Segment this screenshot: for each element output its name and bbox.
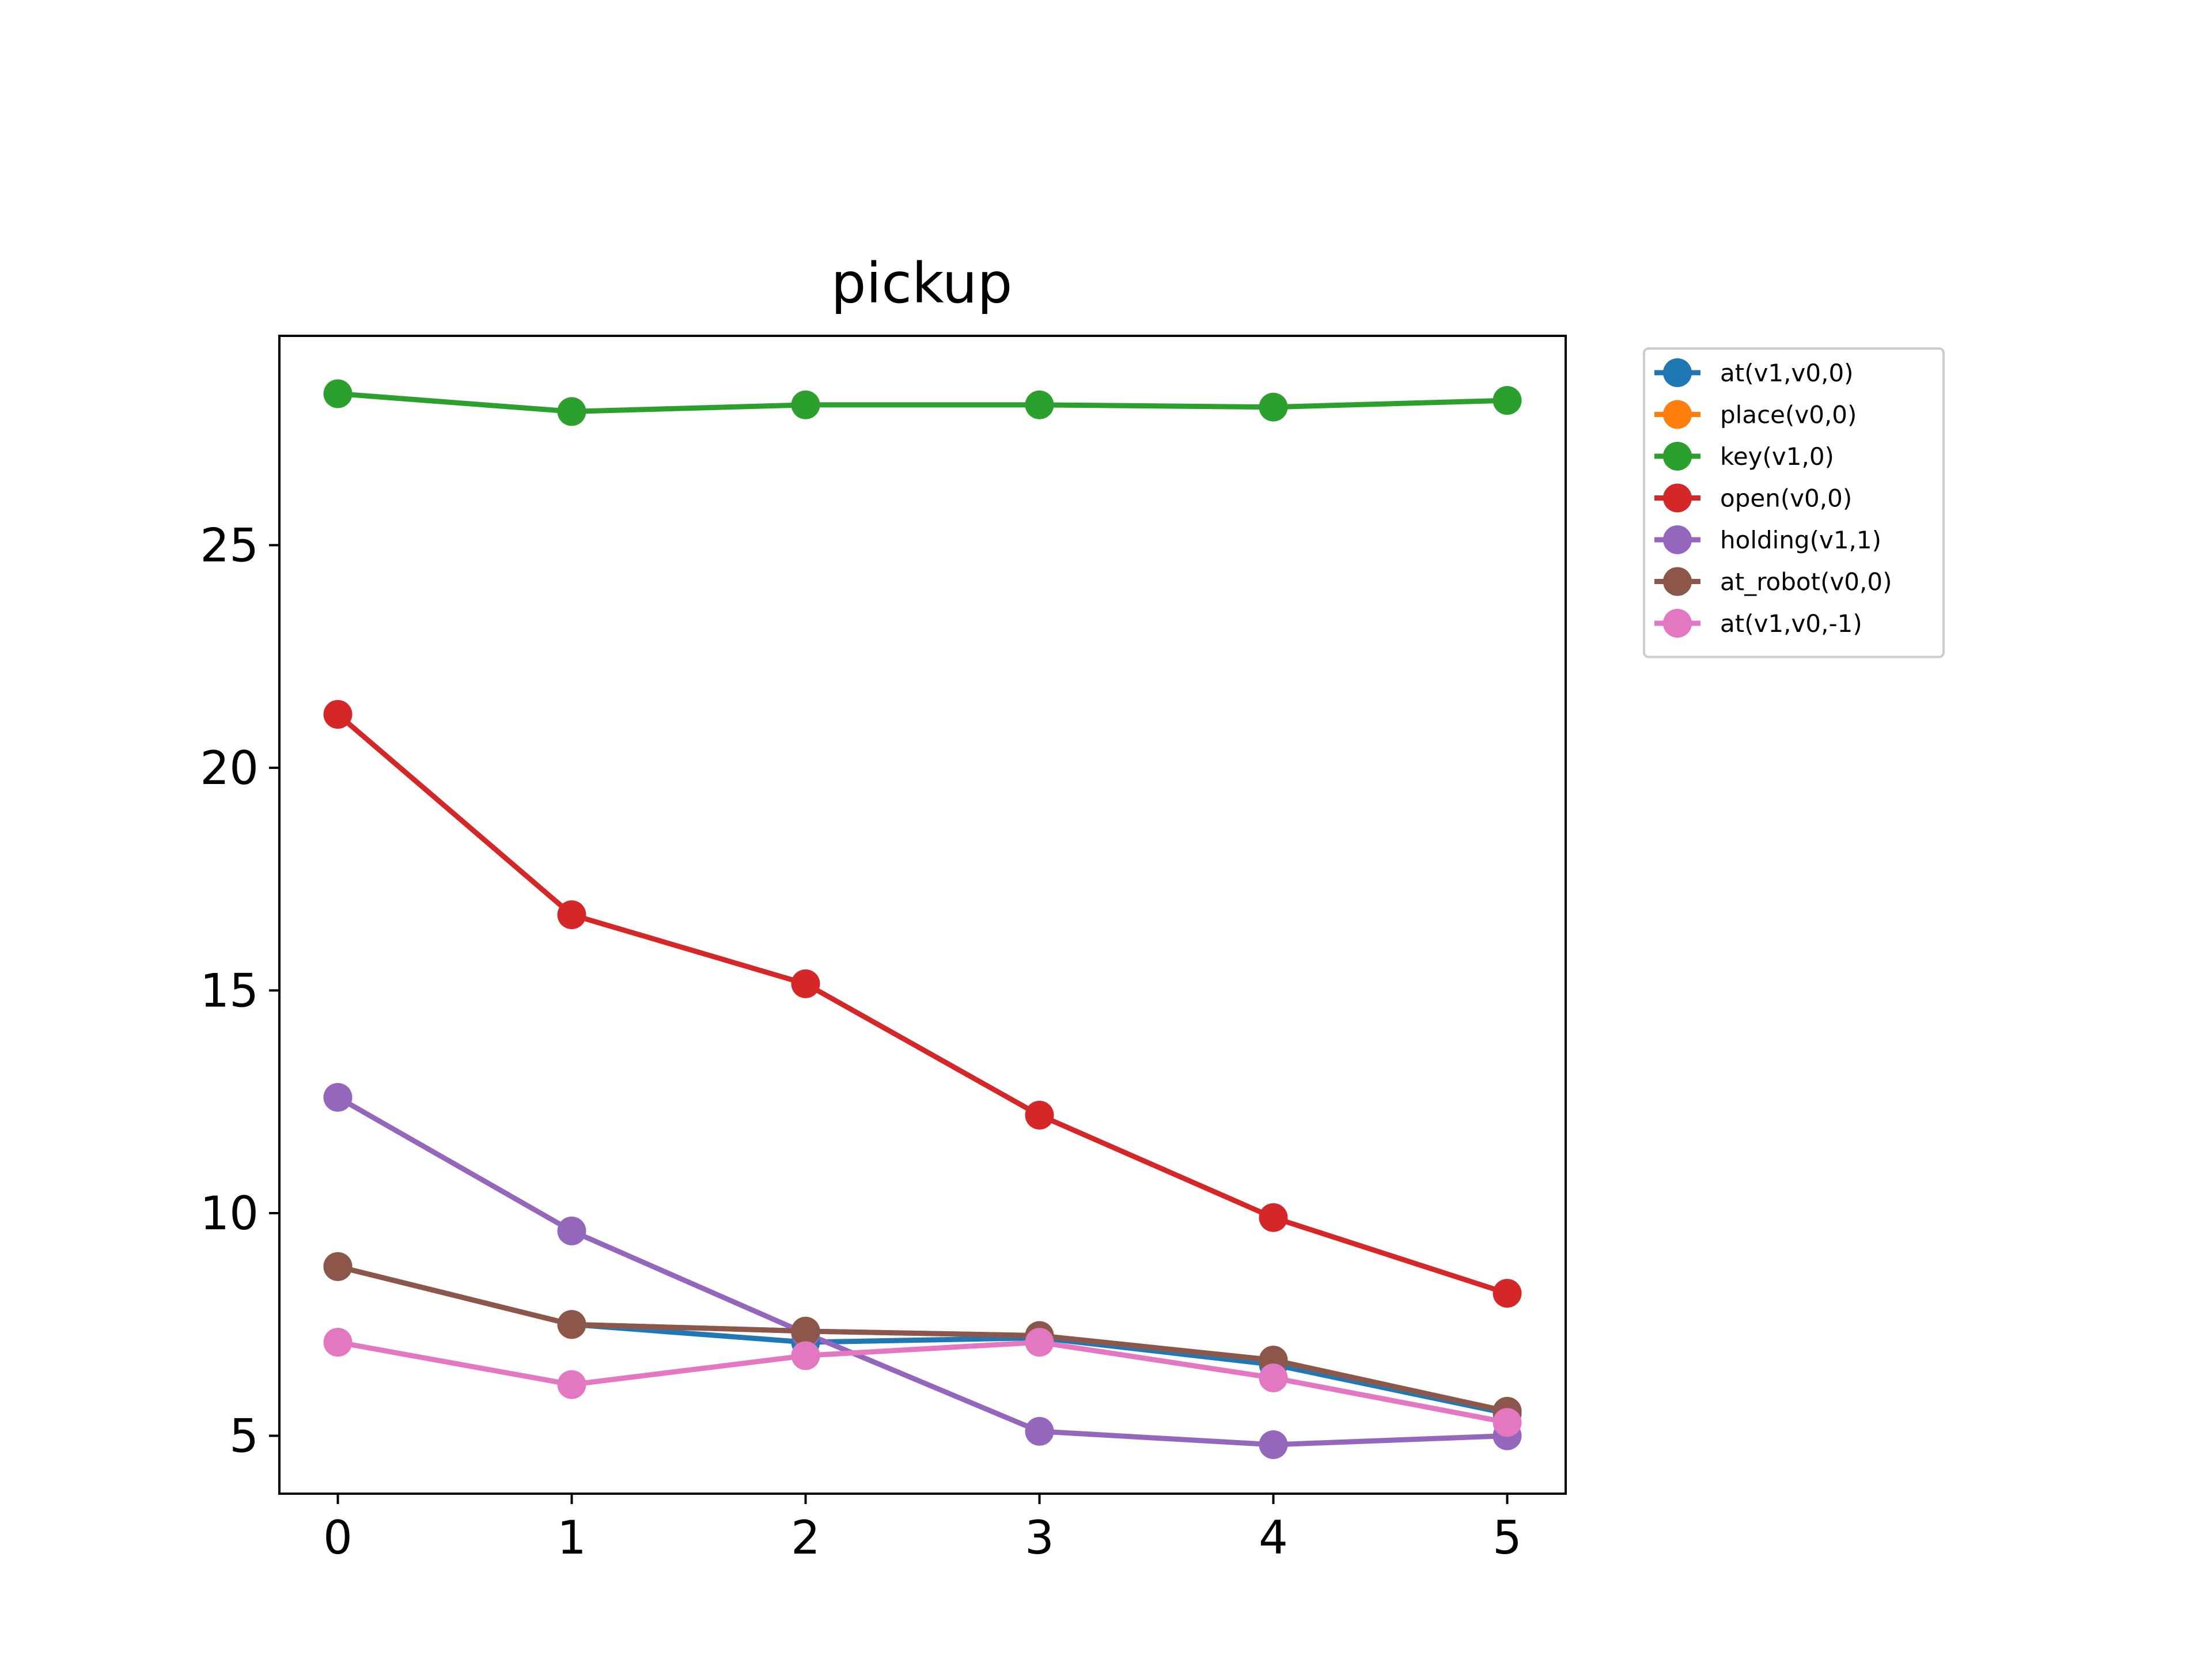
legend-swatch-marker <box>1663 442 1692 471</box>
data-point-3-0 <box>323 700 353 729</box>
data-point-6-4 <box>1259 1363 1288 1392</box>
y-tick-label: 20 <box>200 741 259 795</box>
data-point-4-3 <box>1025 1416 1054 1446</box>
data-point-4-1 <box>557 1216 586 1245</box>
legend-swatch-marker <box>1663 483 1692 513</box>
data-point-2-5 <box>1493 386 1522 415</box>
series-line-6 <box>335 1339 1510 1426</box>
legend-swatch-marker <box>1663 567 1692 596</box>
data-point-5-0 <box>323 1252 353 1281</box>
series-line-2 <box>335 391 1510 414</box>
data-point-4-4 <box>1259 1430 1288 1459</box>
legend-label: open(v0,0) <box>1720 484 1852 513</box>
data-point-2-0 <box>323 379 353 408</box>
data-point-6-3 <box>1025 1328 1054 1357</box>
series-line-4 <box>334 1093 1510 1448</box>
legend-swatch-marker <box>1663 358 1692 387</box>
x-tick-label: 0 <box>323 1511 353 1565</box>
x-tick-label: 3 <box>1025 1511 1054 1565</box>
data-point-2-1 <box>557 397 586 426</box>
data-point-6-2 <box>791 1341 820 1370</box>
data-point-2-4 <box>1259 392 1288 422</box>
series-line-3 <box>334 710 1511 1297</box>
plot-lines <box>334 391 1511 1448</box>
data-point-6-5 <box>1493 1408 1522 1437</box>
chart-title: pickup <box>831 251 1013 316</box>
data-point-3-1 <box>557 900 586 929</box>
legend-label: at_robot(v0,0) <box>1720 568 1892 596</box>
y-tick-label: 15 <box>200 964 259 1017</box>
legend-label: holding(v1,1) <box>1720 526 1881 554</box>
plot-frame <box>278 335 1567 1495</box>
legend-swatch-marker <box>1663 609 1692 638</box>
data-point-3-5 <box>1493 1279 1522 1308</box>
legend-label: place(v0,0) <box>1720 401 1857 429</box>
legend-label: key(v1,0) <box>1720 442 1834 471</box>
data-point-2-3 <box>1025 390 1054 419</box>
data-point-5-1 <box>557 1310 586 1339</box>
data-point-6-1 <box>557 1370 586 1399</box>
legend-label: at(v1,v0,-1) <box>1720 609 1862 638</box>
data-point-3-4 <box>1259 1203 1288 1232</box>
data-point-3-3 <box>1025 1100 1054 1130</box>
x-tick-label: 2 <box>791 1511 820 1565</box>
y-tick-label: 25 <box>200 518 259 572</box>
data-point-4-0 <box>323 1082 353 1112</box>
x-axis: 0 1 2 3 4 5 <box>323 1494 1522 1565</box>
data-point-6-0 <box>323 1328 353 1357</box>
y-tick-label: 10 <box>200 1187 259 1240</box>
plot-markers <box>323 379 1522 1459</box>
legend: at(v1,v0,0) place(v0,0) key(v1,0) open(v0,0… <box>1643 347 1945 658</box>
data-point-3-2 <box>791 969 820 998</box>
y-axis: 5 10 15 20 25 <box>200 518 279 1463</box>
x-tick-label: 1 <box>557 1511 586 1565</box>
x-tick-label: 4 <box>1259 1511 1288 1565</box>
legend-swatch-marker <box>1663 400 1692 429</box>
y-tick-label: 5 <box>229 1410 259 1463</box>
series-line-5 <box>335 1263 1510 1415</box>
legend-swatch-marker <box>1663 525 1692 554</box>
data-point-5-2 <box>791 1316 820 1346</box>
legend-label: at(v1,v0,0) <box>1720 359 1854 387</box>
legend-frame <box>1643 347 1945 658</box>
x-tick-label: 5 <box>1493 1511 1522 1565</box>
data-point-2-2 <box>791 390 820 419</box>
